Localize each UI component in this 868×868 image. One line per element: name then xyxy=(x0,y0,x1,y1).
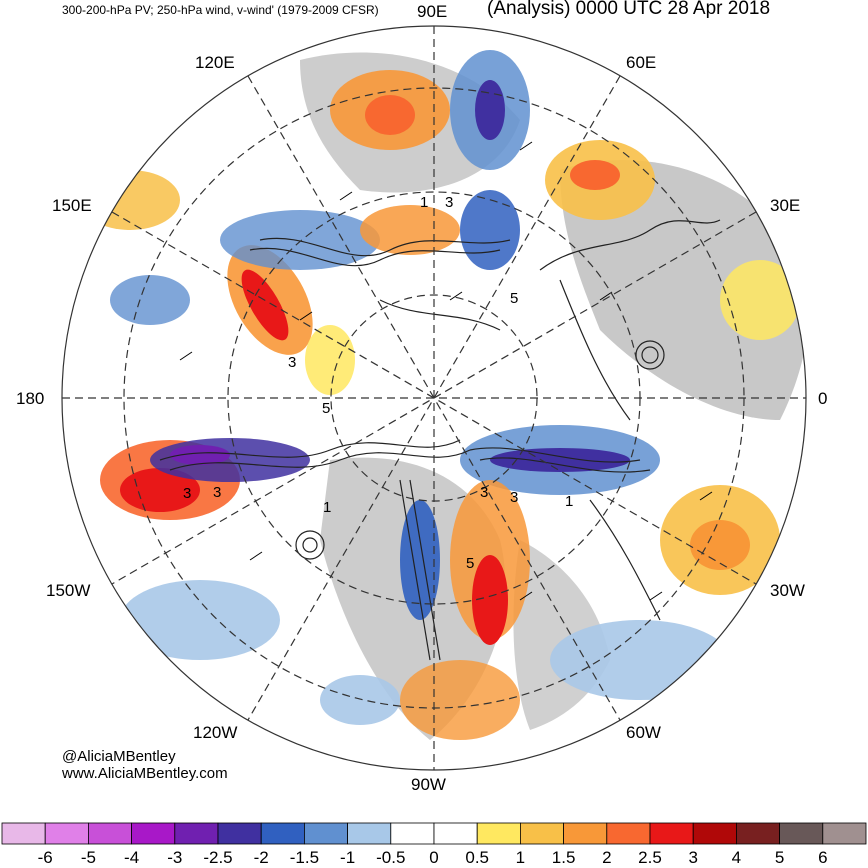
contour-label: 3 xyxy=(510,489,518,506)
colorbar-tick-label: 2 xyxy=(602,848,612,867)
lon-label-150e: 150E xyxy=(52,196,92,215)
lon-label-90w: 90W xyxy=(411,775,446,794)
colorbar-tick-label: 6 xyxy=(818,848,828,867)
contour-label: 5 xyxy=(466,555,474,572)
colorbar-swatch xyxy=(433,822,478,845)
colorbar-tick-label: -1.5 xyxy=(289,848,320,867)
colorbar-tick-label: -0.5 xyxy=(376,848,406,867)
lon-label-60w: 60W xyxy=(626,723,661,742)
colorbar-tick-label: 2.5 xyxy=(638,848,662,867)
contour-label: 1 xyxy=(323,499,331,516)
pv-contours xyxy=(159,219,721,661)
contour-label: 3 xyxy=(213,484,221,501)
colorbar-swatch xyxy=(649,822,694,845)
colorbar-swatch xyxy=(131,822,176,845)
colorbar-swatch xyxy=(520,822,565,845)
colorbar-swatch xyxy=(44,822,89,845)
colorbar-tick-label: 5 xyxy=(774,848,785,867)
colorbar-tick-label: 0.5 xyxy=(465,848,489,867)
contour-label: 1 xyxy=(565,493,573,510)
graticule xyxy=(62,26,806,770)
map-subtitle: 300-200-hPa PV; 250-hPa wind, v-wind' (1… xyxy=(62,3,379,17)
colorbar-swatch xyxy=(174,822,219,845)
colorbar-tick-label: -5 xyxy=(80,848,96,867)
colorbar-swatch xyxy=(390,822,435,845)
colorbar-tick-label: -1 xyxy=(340,848,356,867)
contour-label: 3 xyxy=(480,484,488,501)
lon-label-30w: 30W xyxy=(770,581,805,600)
colorbar-swatch xyxy=(260,822,305,845)
colorbar-tick-label: -2 xyxy=(253,848,269,867)
colorbar-swatch xyxy=(476,822,521,845)
lon-label-60e: 60E xyxy=(626,53,656,72)
credit-handle: @AliciaMBentley xyxy=(62,748,176,765)
colorbar-swatch xyxy=(347,822,392,845)
colorbar-tick-label: -2.5 xyxy=(203,848,233,867)
lon-label-150w: 150W xyxy=(46,581,90,600)
lon-label-30e: 30E xyxy=(770,196,800,215)
colorbar-tick-label: 1 xyxy=(515,848,526,867)
colorbar-tick-label: -6 xyxy=(37,848,53,867)
lon-label-120e: 120E xyxy=(195,53,235,72)
colorbar-tick-label: 0 xyxy=(429,848,439,867)
contour-label: 1 xyxy=(420,194,428,211)
colorbar-swatch xyxy=(88,822,133,845)
contour-label: 3 xyxy=(288,354,296,371)
map-boundary xyxy=(61,25,807,771)
contour-label: 5 xyxy=(322,400,330,417)
colorbar-swatch xyxy=(779,822,824,845)
colorbar-tick-label: -3 xyxy=(167,848,183,867)
lon-label-0: 0 xyxy=(818,389,827,408)
colorbar-swatch xyxy=(563,822,608,845)
wind-barbs xyxy=(179,141,713,601)
lon-label-180: 180 xyxy=(16,389,44,408)
colorbar-tick-label: 3 xyxy=(688,848,698,867)
colorbar xyxy=(1,822,867,845)
lon-label-90e: 90E xyxy=(417,2,447,21)
contour-label: 3 xyxy=(445,194,453,211)
colorbar-swatch xyxy=(217,822,262,845)
colorbar-tick-label: 4 xyxy=(731,848,742,867)
colorbar-swatch xyxy=(822,822,867,845)
colorbar-swatch xyxy=(692,822,737,845)
map-title: (Analysis) 0000 UTC 28 Apr 2018 xyxy=(487,0,771,19)
colorbar-tick-label: 1.5 xyxy=(551,848,576,867)
colorbar-swatch xyxy=(736,822,781,845)
colorbar-swatch xyxy=(606,822,651,845)
lon-label-120w: 120W xyxy=(193,723,237,742)
colorbar-swatch xyxy=(1,822,46,845)
colorbar-swatch xyxy=(303,822,348,845)
contour-label: 5 xyxy=(510,290,518,307)
contour-value-labels: 3 1 3 5 3 5 3 1 3 1 5 3 xyxy=(183,194,573,572)
credit-website: www.AliciaMBentley.com xyxy=(62,765,228,782)
colorbar-tick-label: -4 xyxy=(124,848,140,867)
contour-label: 3 xyxy=(183,485,191,502)
